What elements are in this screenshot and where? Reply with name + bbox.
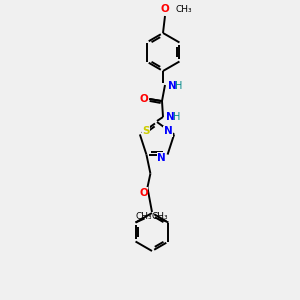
Text: H: H <box>173 112 180 122</box>
Text: CH₃: CH₃ <box>152 212 168 221</box>
Text: H: H <box>175 81 182 91</box>
Text: O: O <box>139 188 148 198</box>
Text: N: N <box>164 126 172 136</box>
Text: CH₃: CH₃ <box>176 4 193 14</box>
Text: N: N <box>166 112 175 122</box>
Text: O: O <box>140 94 148 104</box>
Text: N: N <box>168 81 177 91</box>
Text: N: N <box>157 153 166 163</box>
Text: S: S <box>142 126 150 136</box>
Text: CH₃: CH₃ <box>136 212 152 221</box>
Text: O: O <box>160 4 169 14</box>
